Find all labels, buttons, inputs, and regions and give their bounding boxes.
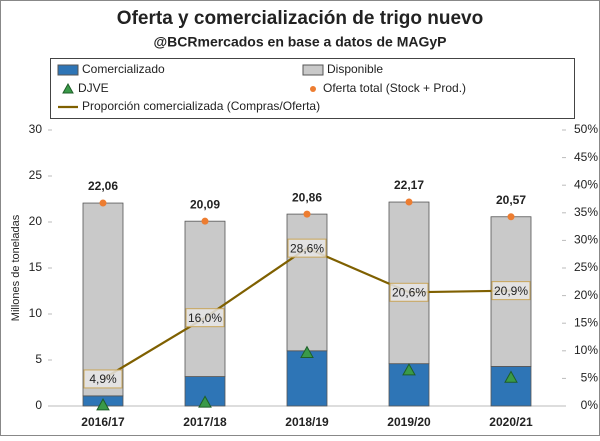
chart-title: Oferta y comercialización de trigo nuevo — [117, 8, 483, 29]
total-label: 20,57 — [496, 193, 526, 207]
total-marker — [507, 213, 515, 221]
y-tick-label: 20 — [29, 214, 43, 228]
legend-label: Comercializado — [82, 62, 165, 76]
proportion-label: 20,6% — [392, 285, 426, 299]
total-label: 20,09 — [190, 197, 220, 211]
djve-marker — [198, 395, 212, 408]
proportion-label-box — [389, 282, 429, 302]
proportion-label-box — [185, 308, 225, 328]
y-tick-label: 25 — [29, 168, 43, 182]
y2-tick-label: 10% — [574, 343, 598, 357]
total-label: 22,06 — [88, 179, 118, 193]
bar-segment — [286, 213, 328, 352]
y2-tick-label: 45% — [574, 150, 598, 164]
legend-swatch — [57, 64, 79, 76]
legend-swatch — [302, 64, 324, 76]
y2-tick-label: 0% — [581, 398, 599, 412]
proportion-label-box — [83, 369, 123, 389]
legend-label: Proporción comercializada (Compras/Ofert… — [82, 99, 320, 113]
proportion-label-box — [491, 281, 531, 301]
total-marker — [303, 210, 311, 218]
y-tick-label: 30 — [29, 122, 43, 136]
proportion-label: 4,9% — [89, 372, 117, 386]
total-marker — [405, 198, 413, 206]
x-tick-label: 2019/20 — [387, 415, 431, 429]
y-tick-label: 10 — [29, 306, 43, 320]
total-marker — [99, 199, 107, 207]
bar-segment — [286, 350, 328, 407]
x-tick-label: 2017/18 — [183, 415, 227, 429]
legend-label: Oferta total (Stock + Prod.) — [323, 81, 466, 95]
y2-tick-label: 40% — [574, 177, 598, 191]
y2-tick-label: 35% — [574, 205, 598, 219]
total-marker — [201, 217, 209, 225]
djve-marker — [402, 363, 416, 376]
x-tick-label: 2016/17 — [81, 415, 125, 429]
proportion-label-box — [287, 238, 327, 258]
y-tick-label: 15 — [29, 260, 43, 274]
legend-label: DJVE — [78, 81, 109, 95]
bar-segment — [82, 202, 124, 397]
chart-subtitle: @BCRmercados en base a datos de MAGyP — [154, 34, 447, 50]
y2-tick-label: 20% — [574, 288, 598, 302]
legend-label: Disponible — [327, 62, 383, 76]
y2-tick-label: 30% — [574, 233, 598, 247]
bar-segment — [184, 220, 226, 377]
djve-marker — [96, 398, 110, 411]
legend-swatch — [310, 86, 316, 92]
y-axis-title: Millones de toneladas — [10, 214, 22, 321]
y2-tick-label: 15% — [574, 315, 598, 329]
total-label: 20,86 — [292, 190, 322, 204]
y2-tick-label: 25% — [574, 260, 598, 274]
total-label: 22,17 — [394, 178, 424, 192]
proportion-label: 16,0% — [188, 311, 222, 325]
y-tick-label: 5 — [35, 352, 42, 366]
proportion-label: 28,6% — [290, 241, 324, 255]
x-tick-label: 2020/21 — [489, 415, 533, 429]
djve-marker — [300, 345, 314, 358]
y2-tick-label: 50% — [574, 122, 598, 136]
proportion-label: 20,9% — [494, 284, 528, 298]
y-tick-label: 0 — [35, 398, 42, 412]
x-tick-label: 2018/19 — [285, 415, 329, 429]
legend-swatch — [62, 82, 74, 94]
djve-marker — [504, 370, 518, 383]
y2-tick-label: 5% — [581, 371, 599, 385]
